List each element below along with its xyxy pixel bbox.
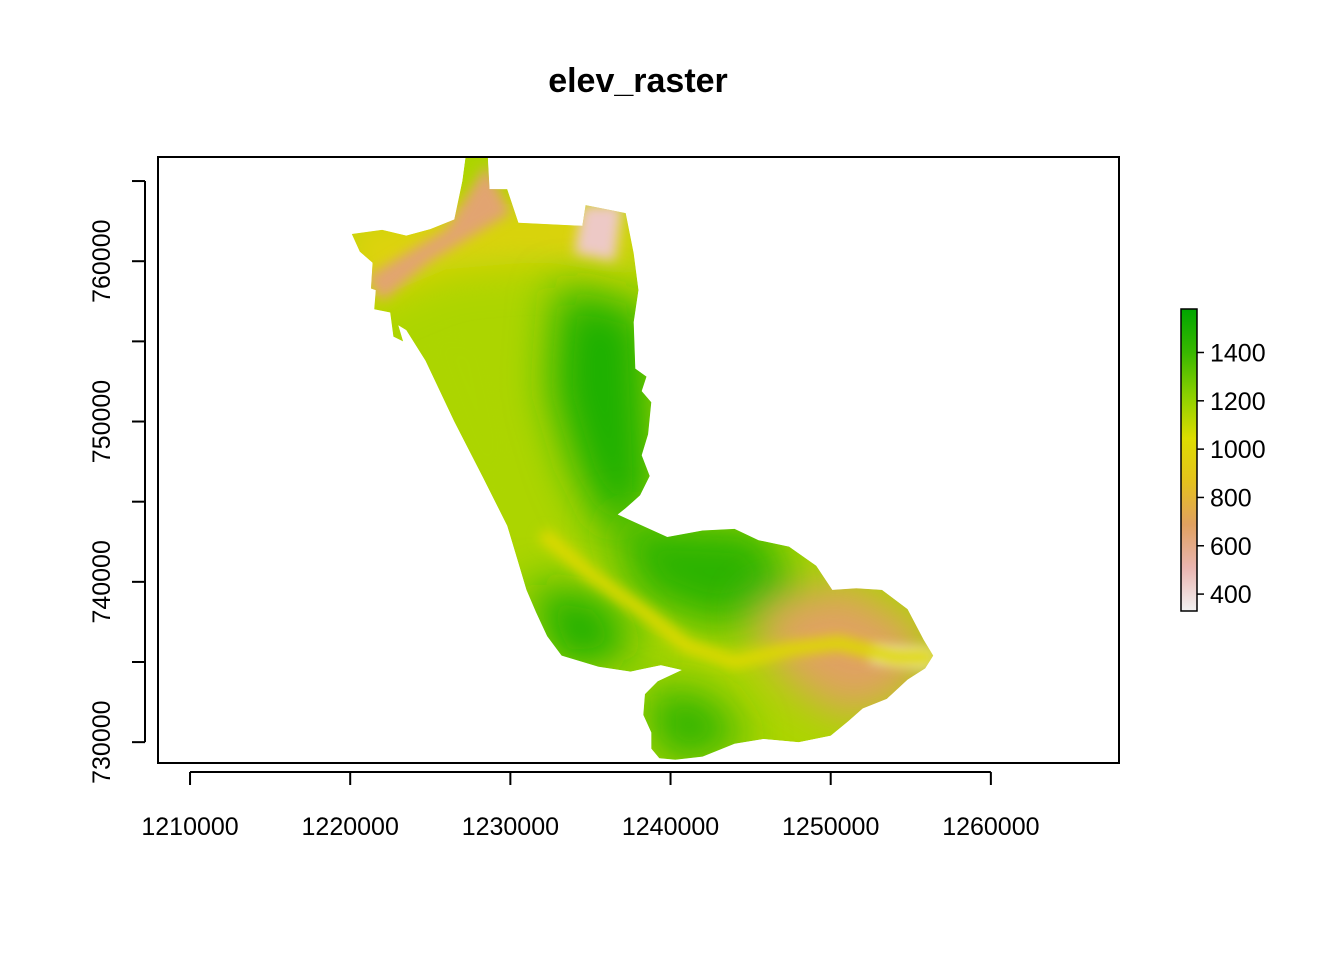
x-axis: 1210000 1220000 1230000 1240000 1250000 12600… (141, 771, 1040, 841)
x-tick-label: 1230000 (462, 813, 559, 841)
y-tick-label: 750000 (88, 380, 116, 463)
zone-north-lowland (366, 165, 511, 302)
legend-tick-label: 600 (1210, 533, 1252, 561)
x-tick-label: 1210000 (141, 813, 238, 841)
raster-body (351, 157, 934, 760)
zone-northeast-valley (574, 205, 623, 262)
y-tick-label: 730000 (88, 700, 116, 783)
legend-tick-label: 1400 (1210, 339, 1266, 367)
x-tick-label: 1220000 (302, 813, 399, 841)
elevation-raster (351, 157, 934, 760)
y-tick-label: 760000 (88, 219, 116, 302)
color-legend: 400 600 800 1000 1200 1400 (1180, 308, 1266, 612)
y-axis: 730000 740000 750000 760000 (88, 180, 146, 784)
legend-colorbar (1180, 308, 1198, 612)
plot-frame (157, 156, 1120, 764)
zone-south-peak (606, 517, 799, 630)
chart-title: elev_raster (548, 62, 728, 100)
legend-tick-label: 400 (1210, 581, 1252, 609)
legend-tick-label: 1200 (1210, 388, 1266, 416)
zone-south-peak (646, 686, 751, 760)
legend-tick-label: 800 (1210, 484, 1252, 512)
x-tick-label: 1250000 (782, 813, 879, 841)
legend-tick-label: 1000 (1210, 436, 1266, 464)
river-valley (537, 528, 934, 670)
zone-central-ridge (550, 285, 655, 534)
y-tick-label: 740000 (88, 540, 116, 623)
x-tick-label: 1260000 (942, 813, 1039, 841)
x-tick-label: 1240000 (622, 813, 719, 841)
